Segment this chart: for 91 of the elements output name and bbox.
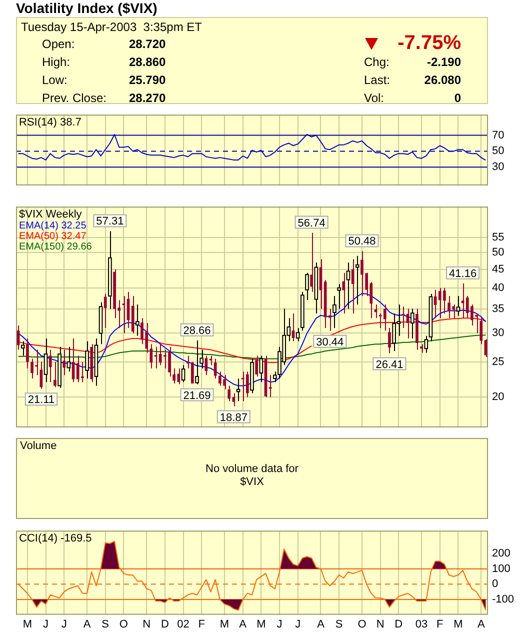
text: Last:: [364, 73, 390, 87]
x-tick-label: S: [102, 618, 110, 630]
annotation: 21.11: [28, 394, 55, 406]
candlestick: [388, 328, 391, 354]
text: 25.790: [129, 73, 166, 87]
annotation: 18.87: [220, 412, 248, 424]
candlestick: [319, 258, 322, 310]
text: Prev. Close:: [42, 91, 106, 105]
text: Chg:: [364, 55, 390, 69]
text: 0: [454, 91, 461, 105]
chart-title: CCI(14) -169.5: [19, 532, 92, 545]
y-tick-label: 0: [492, 578, 498, 590]
x-tick-label: M: [220, 618, 230, 630]
x-tick-label: A: [317, 618, 326, 630]
y-tick-label: 20: [492, 391, 504, 404]
x-tick-label: J: [295, 618, 301, 630]
text: No volume data for $VIX: [204, 463, 300, 489]
text: Tuesday 15-Apr-2003 3:35pm ET: [21, 20, 202, 34]
text: Vol:: [364, 91, 384, 105]
y-tick-label: 200: [492, 548, 510, 560]
candlestick: [246, 371, 249, 398]
candlestick: [255, 355, 258, 377]
annotation: 56.74: [298, 217, 326, 230]
y-tick-label: 35: [492, 302, 504, 315]
x-tick-label: M: [256, 618, 266, 630]
y-tick-label: -100: [492, 594, 514, 606]
candlestick: [484, 338, 488, 358]
candlestick: [228, 385, 231, 402]
candlestick: [214, 358, 217, 380]
text: 28.720: [129, 37, 166, 51]
annotation: 57.31: [96, 216, 124, 228]
x-tick-label: M: [22, 618, 32, 630]
text: 26.080: [424, 73, 461, 87]
text: High:: [42, 55, 70, 69]
y-tick-label: 100: [492, 562, 510, 575]
candlestick: [383, 304, 386, 332]
x-tick-label: F: [436, 618, 444, 630]
candlestick: [310, 232, 313, 292]
text: Low:: [42, 73, 68, 87]
annotation: 30.44: [316, 336, 344, 348]
x-tick-label: S: [335, 618, 343, 630]
y-tick-label: 70: [492, 129, 504, 142]
y-tick-label: 40: [492, 282, 504, 294]
text: 28.270: [129, 91, 166, 105]
candlestick: [268, 374, 272, 398]
x-tick-label: N: [142, 618, 151, 630]
candlestick: [342, 272, 346, 314]
y-tick-label: 55: [492, 232, 504, 244]
x-tick-label: A: [239, 618, 248, 630]
candlestick: [26, 338, 29, 369]
x-tick-label: 03: [415, 618, 428, 630]
x-tick-label: J: [43, 618, 49, 630]
x-tick-label: M: [454, 618, 463, 630]
text: Open:: [42, 37, 75, 51]
candlestick: [104, 293, 107, 329]
x-tick-label: J: [276, 618, 282, 630]
text: EMA(150) 29.66: [19, 242, 92, 253]
x-tick-label: J: [61, 618, 67, 630]
candlestick: [48, 349, 52, 383]
y-tick-label: 30: [492, 327, 504, 340]
text: EMA(14) 32.25: [19, 220, 87, 232]
candlestick: [54, 361, 56, 388]
text: Volume: [20, 440, 57, 452]
x-tick-label: O: [358, 618, 367, 630]
text: -7.75%: [398, 32, 461, 54]
chart-title: RSI(14) 38.7: [19, 116, 82, 129]
x-tick-label: A: [477, 618, 486, 630]
y-tick-label: 45: [492, 263, 504, 276]
x-tick-label: O: [119, 618, 128, 630]
annotation: 26.41: [376, 358, 404, 371]
annotation: 50.48: [348, 236, 376, 248]
candlestick: [480, 318, 483, 345]
annotation: 21.69: [183, 390, 211, 402]
annotation: 41.16: [449, 268, 477, 280]
candlestick: [62, 349, 66, 376]
x-tick-label: A: [83, 618, 92, 630]
x-tick-label: F: [198, 618, 206, 630]
annotation: 28.66: [183, 324, 211, 337]
chart-title: $VIX Weekly: [19, 208, 82, 221]
x-tick-label: D: [160, 618, 169, 630]
text: -2.190: [426, 55, 461, 69]
x-tick-label: D: [394, 618, 403, 630]
x-tick-label: N: [376, 618, 384, 630]
y-tick-label: 50: [492, 246, 504, 259]
text: 28.860: [129, 55, 166, 69]
y-tick-label: 25: [492, 356, 504, 368]
y-tick-label: 50: [492, 145, 504, 158]
text: EMA(50) 32.47: [19, 231, 87, 242]
x-tick-label: 02: [177, 618, 190, 630]
y-tick-label: 30: [492, 161, 504, 174]
text: Volatility Index ($VIX): [16, 0, 158, 16]
